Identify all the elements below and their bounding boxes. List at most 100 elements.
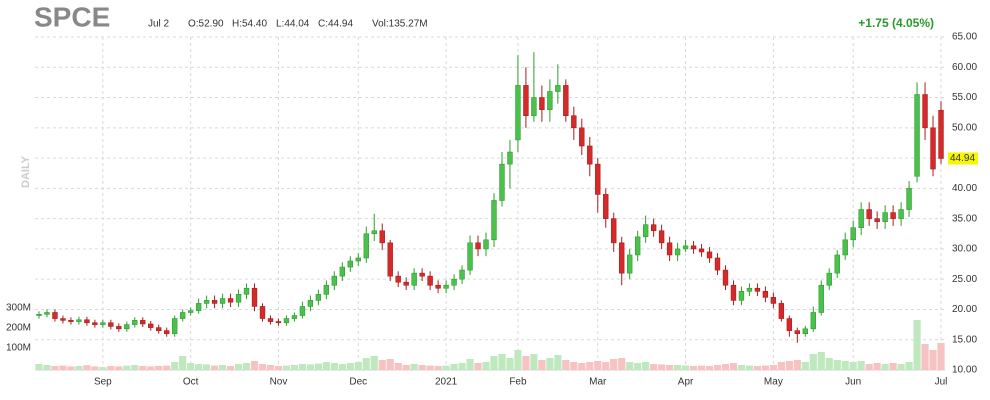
volume-bar <box>578 363 586 370</box>
candle-body <box>866 209 872 219</box>
volume-bar <box>187 363 195 370</box>
candle-body <box>483 239 489 250</box>
candle-body <box>100 322 106 325</box>
volume-bar <box>658 364 666 370</box>
candle-body <box>579 127 585 147</box>
volume-bar <box>777 362 785 370</box>
volume-bar <box>769 365 777 370</box>
volume-bar <box>155 366 163 370</box>
candle-body <box>203 300 210 304</box>
volume-bar <box>689 366 698 370</box>
volume-bar <box>163 365 171 370</box>
candle-body <box>235 294 242 303</box>
candle-body <box>52 312 58 319</box>
candle-body <box>36 313 42 316</box>
volume-bar <box>761 365 769 370</box>
candle-body <box>403 281 409 286</box>
candle-body <box>802 328 809 334</box>
volume-bar <box>490 356 498 370</box>
volume-bar <box>139 366 147 370</box>
volume-bar <box>123 365 131 370</box>
candle-body <box>523 85 529 117</box>
candle-body <box>890 212 896 219</box>
candle-body <box>140 320 146 325</box>
candle-body <box>339 266 346 277</box>
candle-body <box>786 318 793 331</box>
candle-body <box>427 275 433 286</box>
volume-bar <box>753 366 762 370</box>
candle-body <box>571 115 577 129</box>
candle-body <box>283 318 290 324</box>
candle-body <box>323 284 330 295</box>
candle-body <box>331 275 338 286</box>
candle-body <box>754 287 761 292</box>
volume-bar <box>929 350 937 370</box>
volume-bar <box>881 364 889 370</box>
volume-bar <box>466 359 474 370</box>
y2-tick-label: 100M <box>6 343 31 354</box>
candle-body <box>132 320 138 325</box>
volume-bar <box>402 365 410 370</box>
x-tick-label: Jul <box>935 377 948 388</box>
candle-body <box>187 310 194 313</box>
candle-body <box>611 218 617 244</box>
candle-body <box>307 300 314 307</box>
volume-bar <box>745 365 754 370</box>
candle-body <box>547 91 553 110</box>
x-tick-label: May <box>764 377 783 388</box>
volume-bar <box>99 367 107 370</box>
quote-open: O:52.90 <box>188 19 224 30</box>
volume-bar <box>849 362 857 370</box>
candle-body <box>690 245 697 250</box>
candle-body <box>914 94 920 177</box>
candle-body <box>387 242 393 277</box>
candle-body <box>227 298 234 303</box>
volume-bar <box>290 365 299 370</box>
volume-bar <box>506 358 514 370</box>
y-tick-label: 35.00 <box>952 213 977 224</box>
candle-body <box>650 224 657 232</box>
x-tick-label: Mar <box>589 377 607 388</box>
candle-body <box>68 320 74 322</box>
candle-body <box>746 287 753 292</box>
volume-bar <box>346 363 354 370</box>
quote-date: Jul 2 <box>148 19 170 30</box>
x-tick-label: Feb <box>509 377 527 388</box>
volume-bar <box>721 364 730 370</box>
volume-bar <box>905 362 913 370</box>
candle-body <box>60 318 66 321</box>
candle-body <box>171 318 178 334</box>
volume-bar <box>833 360 841 370</box>
candle-body <box>898 209 904 219</box>
volume-bar <box>913 320 921 370</box>
volume-bar <box>817 352 825 370</box>
y-tick-label: 10.00 <box>952 365 977 376</box>
candle-body <box>658 230 665 244</box>
volume-bar <box>650 364 658 370</box>
volume-bar <box>841 361 849 370</box>
volume-bar <box>147 366 155 370</box>
candle-body <box>674 248 681 256</box>
quote-volume: Vol:135.27M <box>372 19 428 30</box>
y-tick-label: 50.00 <box>952 122 977 133</box>
candle-body <box>698 248 705 253</box>
y-tick-label: 15.00 <box>952 334 977 345</box>
candle-body <box>475 242 481 250</box>
volume-bar <box>602 362 610 370</box>
candle-body <box>291 315 298 319</box>
x-tick-label: Jun <box>845 377 861 388</box>
x-tick-label: Sep <box>94 377 112 388</box>
volume-bar <box>474 363 482 370</box>
candle-body <box>435 284 441 289</box>
x-tick-label: Oct <box>183 377 199 388</box>
quote-high: H:54.40 <box>232 19 267 30</box>
candle-body <box>794 330 801 334</box>
candle-body <box>211 300 218 304</box>
candle-body <box>666 242 673 256</box>
y-tick-label: 40.00 <box>952 183 977 194</box>
volume-bar <box>498 354 506 370</box>
candle-body <box>195 303 202 311</box>
candle-body <box>682 245 689 250</box>
candle-body <box>355 257 361 262</box>
candle-body <box>267 318 274 322</box>
